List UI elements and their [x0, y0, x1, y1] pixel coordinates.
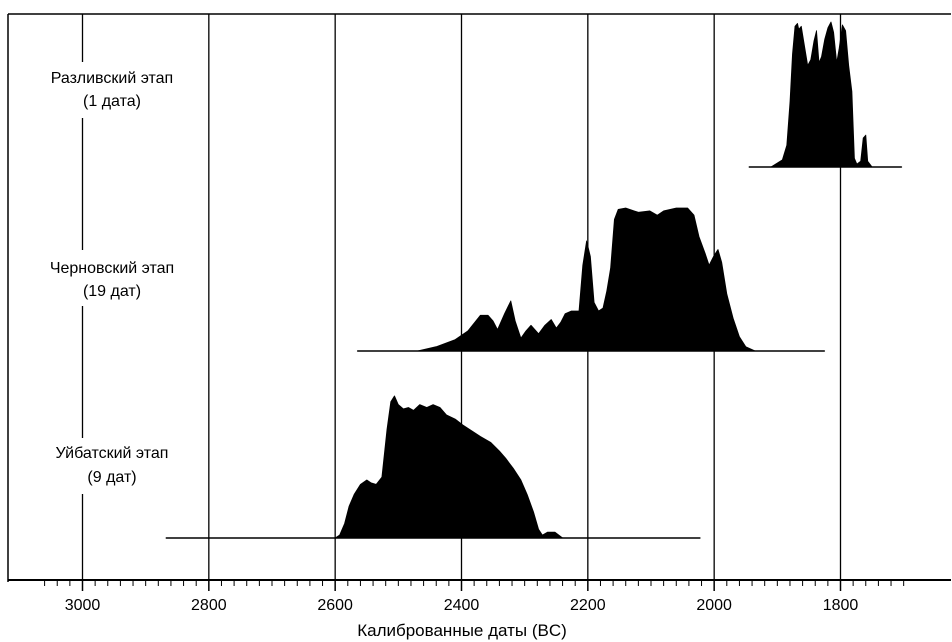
series-0-label-line-2: (1 дата)	[83, 93, 141, 110]
tick-label-2400: 2400	[444, 597, 480, 614]
x-axis-title: Калиброванные даты (BC)	[357, 621, 567, 640]
tick-label-3000: 3000	[65, 597, 101, 614]
series-0-density	[748, 21, 903, 168]
series-2-label-line-2: (9 дат)	[87, 469, 136, 486]
series-1-label-line-1: Черновский этап	[50, 260, 174, 277]
density-curves	[165, 21, 903, 539]
tick-label-2000: 2000	[696, 597, 732, 614]
tick-label-2600: 2600	[317, 597, 353, 614]
row-labels: Разливский этап (1 дата) Черновский этап (1…	[50, 70, 174, 486]
tick-label-2800: 2800	[191, 597, 227, 614]
series-0-label-line-1: Разливский этап	[51, 70, 173, 87]
series-2-label-line-1: Уйбатский этап	[56, 445, 169, 462]
series-1-label-line-2: (19 дат)	[83, 283, 141, 300]
series-2-density	[165, 395, 701, 539]
tick-label-1800: 1800	[823, 597, 859, 614]
tick-label-2200: 2200	[570, 597, 606, 614]
series-1-density	[356, 207, 826, 352]
x-axis: 3000 2800 2600 2400 2200 2000 1800 Калиброванны…	[8, 579, 951, 640]
